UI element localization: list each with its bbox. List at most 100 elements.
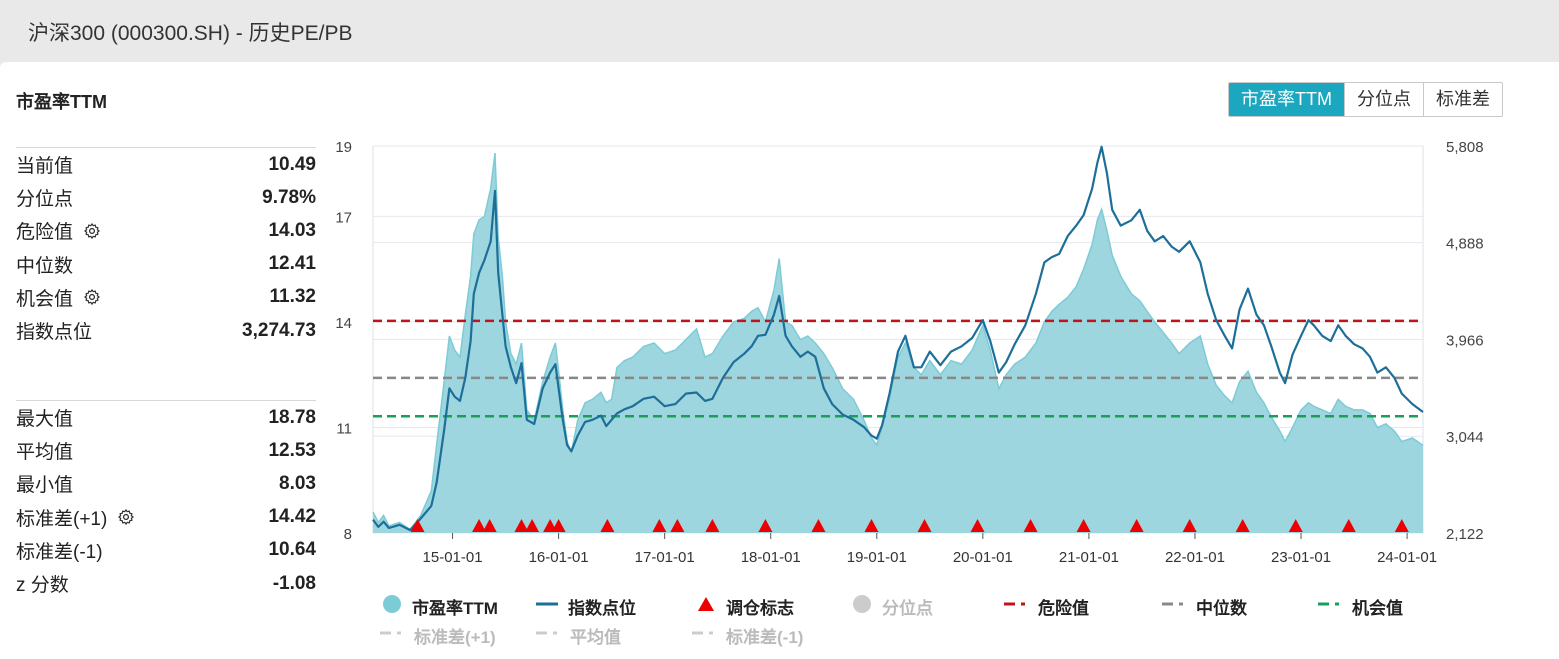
legend-item[interactable]: 中位数 <box>1162 594 1247 619</box>
section-title: 市盈率TTM <box>16 92 107 112</box>
rebalance-marker <box>970 519 985 532</box>
x-tick-label: 17-01-01 <box>635 549 695 566</box>
pe-ttm-line <box>372 152 1424 531</box>
rebalance-marker <box>525 519 540 532</box>
legend-swatch <box>1318 594 1352 619</box>
legend-swatch <box>692 623 726 648</box>
rebalance-marker <box>1235 519 1250 532</box>
stats-current: 当前值 10.49 分位点 9.78% 危险值 14.03 中位数 12.41 机会值 11.32… <box>16 147 316 347</box>
stat-label: 分位点 <box>16 189 74 211</box>
rebalance-marker <box>811 519 826 532</box>
legend-item[interactable]: 机会值 <box>1318 594 1403 619</box>
pe-history-chart: 8 11 14 17 19 2,122 3,044 3,966 4,888 5,808 15-01-… <box>335 139 1484 566</box>
stat-label: 最小值 <box>16 475 74 497</box>
page-title: 沪深300 (000300.SH) - 历史PE/PB <box>28 22 353 45</box>
legend-label: 中位数 <box>1196 599 1247 618</box>
stats-summary: 最大值 18.78 平均值 12.53 最小值 8.03 标准差(+1) 14.42 标准差(-… <box>16 400 316 600</box>
legend-label: 平均值 <box>570 628 621 647</box>
legend-swatch <box>382 594 412 619</box>
stat-label: z 分数 <box>16 575 69 597</box>
stat-value: 3,274.73 <box>242 319 316 341</box>
rebalance-marker <box>758 519 773 532</box>
stat-label: 危险值 <box>16 217 101 244</box>
legend-swatch <box>536 623 570 648</box>
rebalance-marker <box>1023 519 1038 532</box>
stat-label: 标准差(+1) <box>16 504 135 531</box>
tab-std-dev[interactable]: 标准差 <box>1422 83 1502 116</box>
stat-value: 12.53 <box>268 439 316 461</box>
legend-swatch <box>536 594 568 619</box>
stat-row: 最小值 8.03 <box>16 467 316 500</box>
x-tick-label: 24-01-01 <box>1377 549 1437 566</box>
rebalance-marker <box>482 519 497 532</box>
rebalance-marker <box>670 519 685 532</box>
rebalance-marker <box>410 519 425 532</box>
y-right-tick-label: 3,044 <box>1446 429 1484 446</box>
legend-item[interactable]: 危险值 <box>1004 594 1089 619</box>
stat-row: z 分数 -1.08 <box>16 567 316 600</box>
legend-swatch <box>852 594 882 619</box>
legend-item[interactable]: 指数点位 <box>536 594 636 619</box>
y-right-tick-label: 4,888 <box>1446 236 1484 253</box>
stat-row: 当前值 10.49 <box>16 148 316 181</box>
legend-item[interactable]: 分位点 <box>852 594 933 619</box>
x-tick-label: 21-01-01 <box>1059 549 1119 566</box>
stat-value: -1.08 <box>272 572 316 594</box>
stat-value: 8.03 <box>279 472 316 494</box>
legend-swatch <box>380 623 414 648</box>
stat-label: 中位数 <box>16 255 74 277</box>
tab-pe-ttm[interactable]: 市盈率TTM <box>1229 83 1344 116</box>
stat-value: 10.64 <box>268 539 316 561</box>
y-left-tick-label: 14 <box>335 315 352 332</box>
rebalance-marker <box>1394 519 1409 532</box>
index-line <box>372 145 1424 532</box>
x-tick-label: 15-01-01 <box>423 549 483 566</box>
y-left-tick-label: 8 <box>344 526 352 543</box>
gear-icon[interactable] <box>83 222 101 240</box>
rebalance-marker <box>600 519 615 532</box>
legend-swatch <box>1004 594 1038 619</box>
title-bar: 沪深300 (000300.SH) - 历史PE/PB <box>0 0 1559 62</box>
rebalance-marker <box>1129 519 1144 532</box>
legend-label: 分位点 <box>882 599 933 618</box>
gear-icon[interactable] <box>117 508 135 526</box>
y-left-tick-label: 17 <box>335 209 352 226</box>
rebalance-marker <box>514 519 529 532</box>
rebalance-marker <box>1182 519 1197 532</box>
legend-label: 标准差(+1) <box>414 628 496 647</box>
stat-row: 标准差(+1) 14.42 <box>16 501 316 534</box>
legend-swatch <box>1162 594 1196 619</box>
stat-row: 中位数 12.41 <box>16 248 316 281</box>
legend-label: 指数点位 <box>568 599 636 618</box>
x-tick-label: 18-01-01 <box>741 549 801 566</box>
legend-item[interactable]: 标准差(-1) <box>692 623 803 648</box>
legend-item[interactable]: 平均值 <box>536 623 621 648</box>
y-right-tick-label: 3,966 <box>1446 332 1484 349</box>
gear-icon[interactable] <box>83 288 101 306</box>
y-left-tick-label: 19 <box>335 139 352 156</box>
stat-label: 平均值 <box>16 442 74 464</box>
x-tick-label: 19-01-01 <box>847 549 907 566</box>
stat-label: 机会值 <box>16 284 101 311</box>
rebalance-marker <box>864 519 879 532</box>
legend-label: 标准差(-1) <box>726 628 804 647</box>
stat-label: 当前值 <box>16 156 74 178</box>
stat-label: 最大值 <box>16 409 74 431</box>
rebalance-marker <box>705 519 720 532</box>
stat-row: 危险值 14.03 <box>16 214 316 247</box>
legend-item[interactable]: 市盈率TTM <box>382 594 498 619</box>
legend-swatch <box>696 594 726 619</box>
y-left-tick-label: 11 <box>336 420 352 437</box>
stat-row: 最大值 18.78 <box>16 401 316 434</box>
legend-item[interactable]: 调仓标志 <box>696 594 794 619</box>
rebalance-marker <box>917 519 932 532</box>
legend-item[interactable]: 标准差(+1) <box>380 623 496 648</box>
pe-ttm-area <box>373 153 1423 533</box>
metric-tabs: 市盈率TTM 分位点 标准差 <box>1228 82 1503 117</box>
stat-value: 10.49 <box>268 153 316 175</box>
rebalance-marker <box>1076 519 1091 532</box>
stat-row: 平均值 12.53 <box>16 434 316 467</box>
legend-label: 调仓标志 <box>726 599 794 618</box>
tab-percentile[interactable]: 分位点 <box>1343 83 1423 116</box>
y-right-tick-label: 5,808 <box>1446 139 1484 156</box>
